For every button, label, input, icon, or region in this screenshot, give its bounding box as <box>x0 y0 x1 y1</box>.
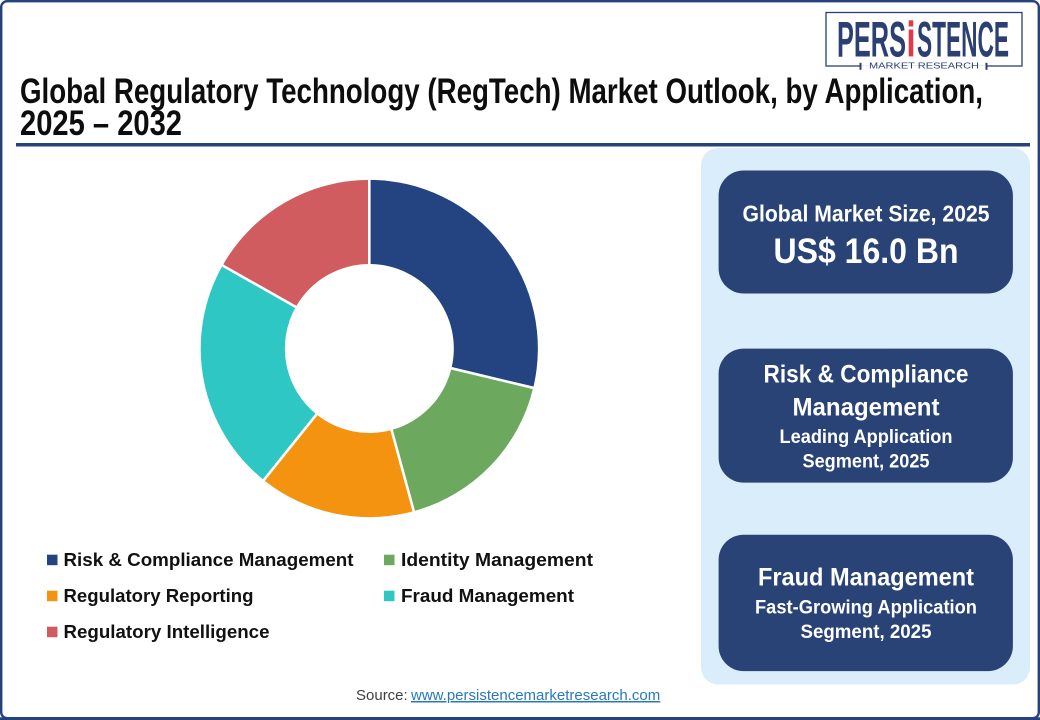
svg-text:US$ 16.0 Bn: US$ 16.0 Bn <box>774 232 959 271</box>
svg-text:Fast-Growing Application: Fast-Growing Application <box>755 597 977 618</box>
svg-text:Leading Application: Leading Application <box>780 427 953 448</box>
svg-text:Regulatory Reporting: Regulatory Reporting <box>64 586 254 606</box>
svg-text:Segment, 2025: Segment, 2025 <box>801 622 932 643</box>
svg-text:Source:: Source: <box>356 687 412 704</box>
svg-text:Segment, 2025: Segment, 2025 <box>803 451 930 472</box>
svg-text:Regulatory Intelligence: Regulatory Intelligence <box>64 622 270 642</box>
svg-text:www.persistencemarketresearch.: www.persistencemarketresearch.com <box>410 687 660 704</box>
svg-text:Identity Management: Identity Management <box>401 550 593 570</box>
svg-text:MARKET RESEARCH: MARKET RESEARCH <box>869 62 979 71</box>
svg-text:Management: Management <box>793 394 941 422</box>
svg-text:PERS: PERS <box>837 11 906 67</box>
svg-text:Fraud Management: Fraud Management <box>758 563 975 591</box>
svg-text:2025 – 2032: 2025 – 2032 <box>20 103 182 143</box>
svg-text:Risk & Compliance: Risk & Compliance <box>764 360 969 388</box>
svg-text:STENCE: STENCE <box>917 11 1009 67</box>
svg-text:Fraud Management: Fraud Management <box>401 586 574 606</box>
svg-text:Risk & Compliance Management: Risk & Compliance Management <box>64 550 354 570</box>
svg-text:Global Market Size, 2025: Global Market Size, 2025 <box>743 200 990 226</box>
svg-text:Global Regulatory Technology (: Global Regulatory Technology (RegTech) M… <box>20 71 983 111</box>
